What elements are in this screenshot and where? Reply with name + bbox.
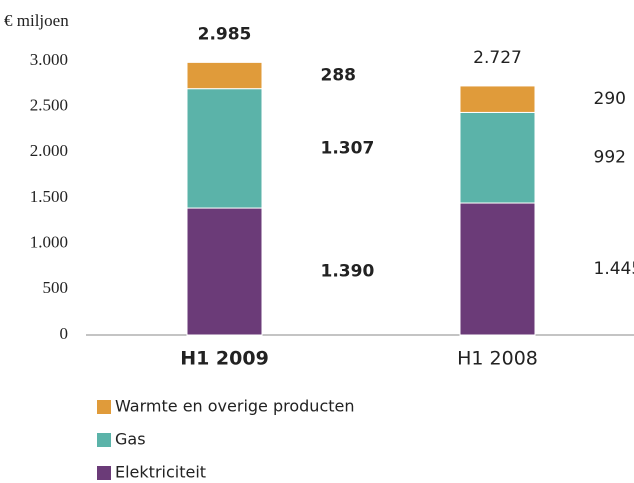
bar-segment — [459, 111, 536, 204]
x-tick-label: H1 2008 — [457, 348, 538, 370]
value-label: 992 — [594, 148, 626, 168]
total-label: 2.985 — [198, 24, 252, 44]
legend-label: Gas — [115, 430, 146, 449]
bar-segment — [186, 61, 263, 90]
y-tick-label: 500 — [43, 278, 69, 297]
x-tick-label: H1 2009 — [180, 348, 269, 370]
y-tick-label: 2.000 — [30, 141, 68, 160]
legend-swatch — [97, 466, 111, 480]
legend-swatch — [97, 433, 111, 447]
legend-label: Elektriciteit — [115, 463, 206, 482]
legend-swatch — [97, 400, 111, 414]
value-label: 290 — [594, 89, 626, 109]
y-tick-label: 3.000 — [30, 50, 68, 69]
legend-label: Warmte en overige producten — [115, 397, 355, 416]
y-tick-label: 1.500 — [30, 187, 68, 206]
value-label: 1.307 — [321, 138, 375, 158]
bar-segment — [186, 88, 263, 209]
y-tick-label: 2.500 — [30, 96, 68, 115]
y-tick-label: 1.000 — [30, 233, 68, 252]
value-label: 1.390 — [321, 262, 375, 282]
bar-segment — [459, 202, 536, 336]
y-axis-label: € miljoen — [4, 11, 69, 30]
value-label: 1.445 — [594, 259, 634, 279]
value-label: 288 — [321, 66, 357, 86]
bar-segment — [459, 85, 536, 113]
total-label: 2.727 — [473, 48, 522, 68]
y-tick-label: 0 — [60, 324, 69, 343]
bar-segment — [186, 207, 263, 336]
